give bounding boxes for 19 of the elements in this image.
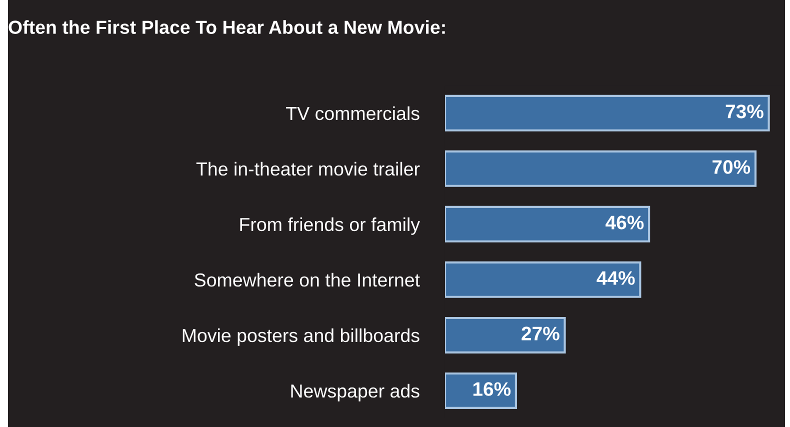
bar — [445, 94, 770, 132]
bar — [445, 261, 642, 298]
y-tick-label: Somewhere on the Internet — [194, 272, 420, 287]
data-label: 44% — [596, 271, 635, 285]
y-tick-label: Movie posters and billboards — [182, 328, 420, 346]
data-label: 70% — [712, 160, 750, 174]
bar — [445, 206, 650, 242]
data-label: 16% — [473, 382, 511, 396]
y-tick-label: TV commercials — [286, 106, 420, 120]
bar — [445, 316, 566, 354]
y-tick-label: Newspaper ads — [291, 384, 420, 402]
bar — [445, 372, 518, 409]
text: Often the First Place To Hear About a New Movie: — [8, 20, 445, 34]
bar — [445, 150, 757, 187]
y-tick-label: From friends or family — [240, 217, 420, 235]
data-label: 73% — [726, 104, 764, 118]
y-tick-label: The in-theater movie trailer — [196, 162, 420, 176]
data-label: 46% — [606, 216, 644, 230]
data-label: 27% — [522, 326, 560, 340]
